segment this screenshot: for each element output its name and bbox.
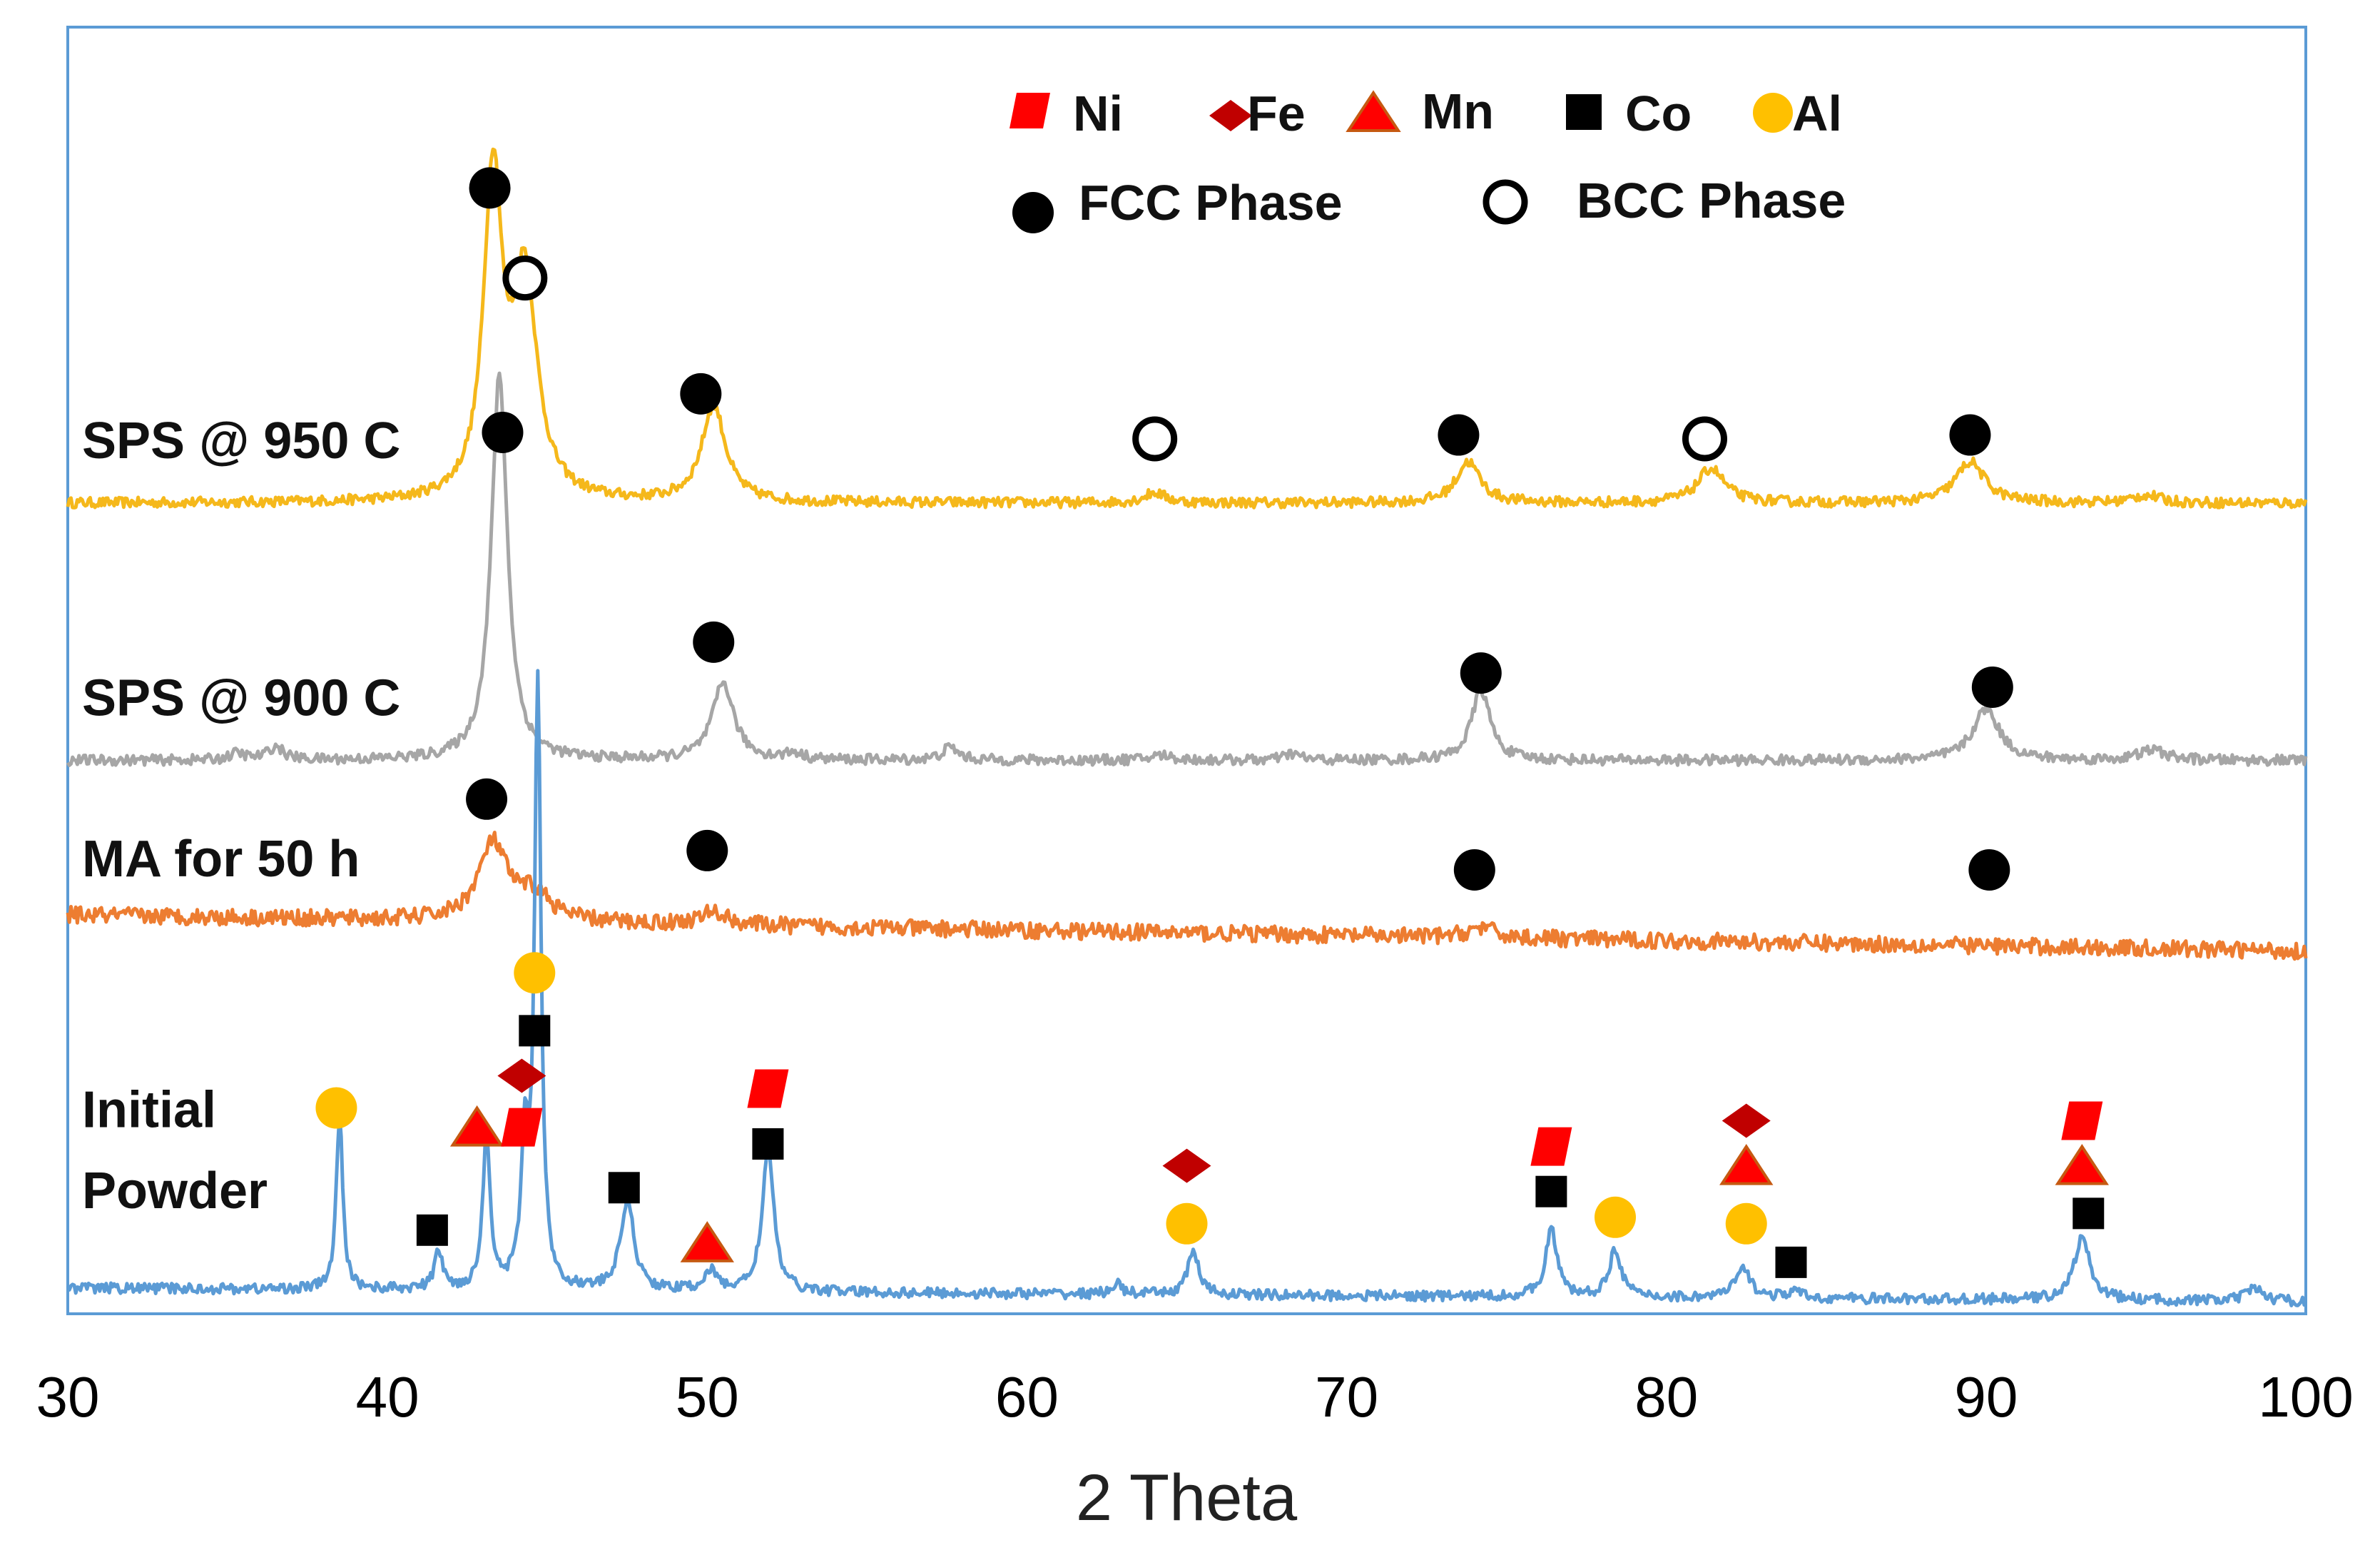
x-tick-80: 80 <box>1634 1365 1698 1429</box>
marker-fcc-sps950-4 <box>1438 414 1480 456</box>
marker-fcc-ma50-1 <box>686 829 728 871</box>
series-label-initial-4: Powder <box>82 1162 268 1220</box>
x-tick-50: 50 <box>676 1365 739 1429</box>
series-label-sps900-1: SPS @ 900 C <box>82 670 400 727</box>
x-axis-title: 2 Theta <box>1076 1462 1298 1534</box>
marker-bcc-sps950-5 <box>1682 416 1727 462</box>
marker-fcc-ma50-0 <box>466 778 508 820</box>
marker-fe-initial-4 <box>497 1058 546 1093</box>
marker-fcc-sps950-6 <box>1949 414 1991 456</box>
x-tick-90: 90 <box>1954 1365 2018 1429</box>
marker-ni-initial-20 <box>2061 1101 2103 1140</box>
marker-mn-initial-1 <box>449 1105 504 1147</box>
legend-bcc-label: BCC Phase <box>1577 173 1846 228</box>
series-group <box>66 147 2308 1307</box>
marker-fcc-sps900-3 <box>1971 666 2013 708</box>
legend-co-label: Co <box>1625 86 1692 141</box>
marker-fcc-sps900-1 <box>693 621 735 663</box>
marker-fcc-ma50-3 <box>1968 849 2010 891</box>
marker-co-initial-19 <box>1775 1246 1807 1278</box>
marker-al-initial-6 <box>514 952 556 994</box>
x-tick-labels: 30 40 50 60 70 80 90 100 <box>36 1365 2354 1429</box>
legend-co-marker <box>1566 94 1602 130</box>
marker-fcc-sps950-2 <box>680 373 722 415</box>
series-label-sps950-0: SPS @ 950 C <box>82 412 400 470</box>
legend-fe-label: Fe <box>1247 86 1306 141</box>
x-tick-100: 100 <box>2258 1365 2353 1429</box>
legend-fcc-marker <box>1012 192 1054 233</box>
legend-ni-label: Ni <box>1073 86 1123 141</box>
marker-ni-initial-2 <box>501 1108 543 1147</box>
x-tick-70: 70 <box>1315 1365 1378 1429</box>
marker-co-initial-22 <box>2073 1197 2105 1230</box>
plot-frame <box>66 26 2307 1315</box>
legend-mn-label: Mn <box>1422 83 1494 139</box>
legend-fcc-label: FCC Phase <box>1079 175 1343 231</box>
marker-al-initial-12 <box>1166 1202 1208 1245</box>
marker-fcc-ma50-2 <box>1453 849 1495 891</box>
marker-mn-initial-21 <box>2055 1144 2109 1185</box>
marker-fcc-sps950-0 <box>469 167 511 209</box>
legend-mn-marker <box>1346 90 1401 132</box>
legend-ni-marker <box>1010 93 1050 128</box>
legend-item-co: Co <box>1566 86 1692 141</box>
series-line-sps950 <box>66 147 2308 510</box>
marker-group <box>315 167 2109 1278</box>
legend-item-bcc: BCC Phase <box>1483 173 1846 228</box>
marker-ni-initial-9 <box>747 1069 789 1108</box>
legend-fe-marker <box>1209 100 1252 131</box>
marker-co-initial-10 <box>752 1128 784 1160</box>
marker-al-initial-0 <box>315 1087 357 1129</box>
legend-al-marker <box>1753 93 1793 133</box>
marker-bcc-sps950-1 <box>502 255 548 301</box>
legend-item-al: Al <box>1753 86 1842 141</box>
marker-fcc-sps900-0 <box>482 411 524 453</box>
marker-al-initial-18 <box>1725 1202 1767 1245</box>
marker-mn-initial-17 <box>1719 1144 1774 1185</box>
x-tick-40: 40 <box>356 1365 419 1429</box>
series-label-group: SPS @ 950 C SPS @ 900 C MA for 50 h Initial… <box>82 412 400 1220</box>
legend-al-label: Al <box>1792 86 1842 141</box>
series-line-initial <box>66 669 2307 1307</box>
x-tick-30: 30 <box>36 1365 100 1429</box>
marker-bcc-sps950-3 <box>1132 416 1178 462</box>
marker-mn-initial-8 <box>680 1221 734 1262</box>
marker-co-initial-7 <box>608 1172 640 1204</box>
legend-item-fcc: FCC Phase <box>1012 175 1343 233</box>
legend-item-ni: Ni <box>1010 86 1123 141</box>
marker-al-initial-15 <box>1595 1196 1637 1238</box>
marker-ni-initial-13 <box>1530 1127 1572 1166</box>
series-line-sps900 <box>66 371 2308 767</box>
legend-item-mn: Mn <box>1346 83 1494 139</box>
marker-co-initial-14 <box>1535 1175 1567 1207</box>
legend-bcc-marker <box>1483 179 1528 225</box>
x-tick-60: 60 <box>995 1365 1059 1429</box>
marker-fe-initial-11 <box>1162 1148 1211 1183</box>
marker-fcc-sps900-2 <box>1460 652 1502 694</box>
series-line-ma50 <box>66 831 2308 961</box>
series-label-initial-3: Initial <box>82 1082 216 1139</box>
marker-co-initial-5 <box>519 1015 551 1047</box>
marker-co-initial-3 <box>416 1214 448 1246</box>
series-label-ma50-2: MA for 50 h <box>82 831 360 888</box>
legend-item-fe: Fe <box>1209 86 1306 141</box>
legend: Ni Fe Mn Co Al FCC Phase BCC Phase <box>1010 83 1846 233</box>
marker-fe-initial-16 <box>1722 1103 1771 1138</box>
